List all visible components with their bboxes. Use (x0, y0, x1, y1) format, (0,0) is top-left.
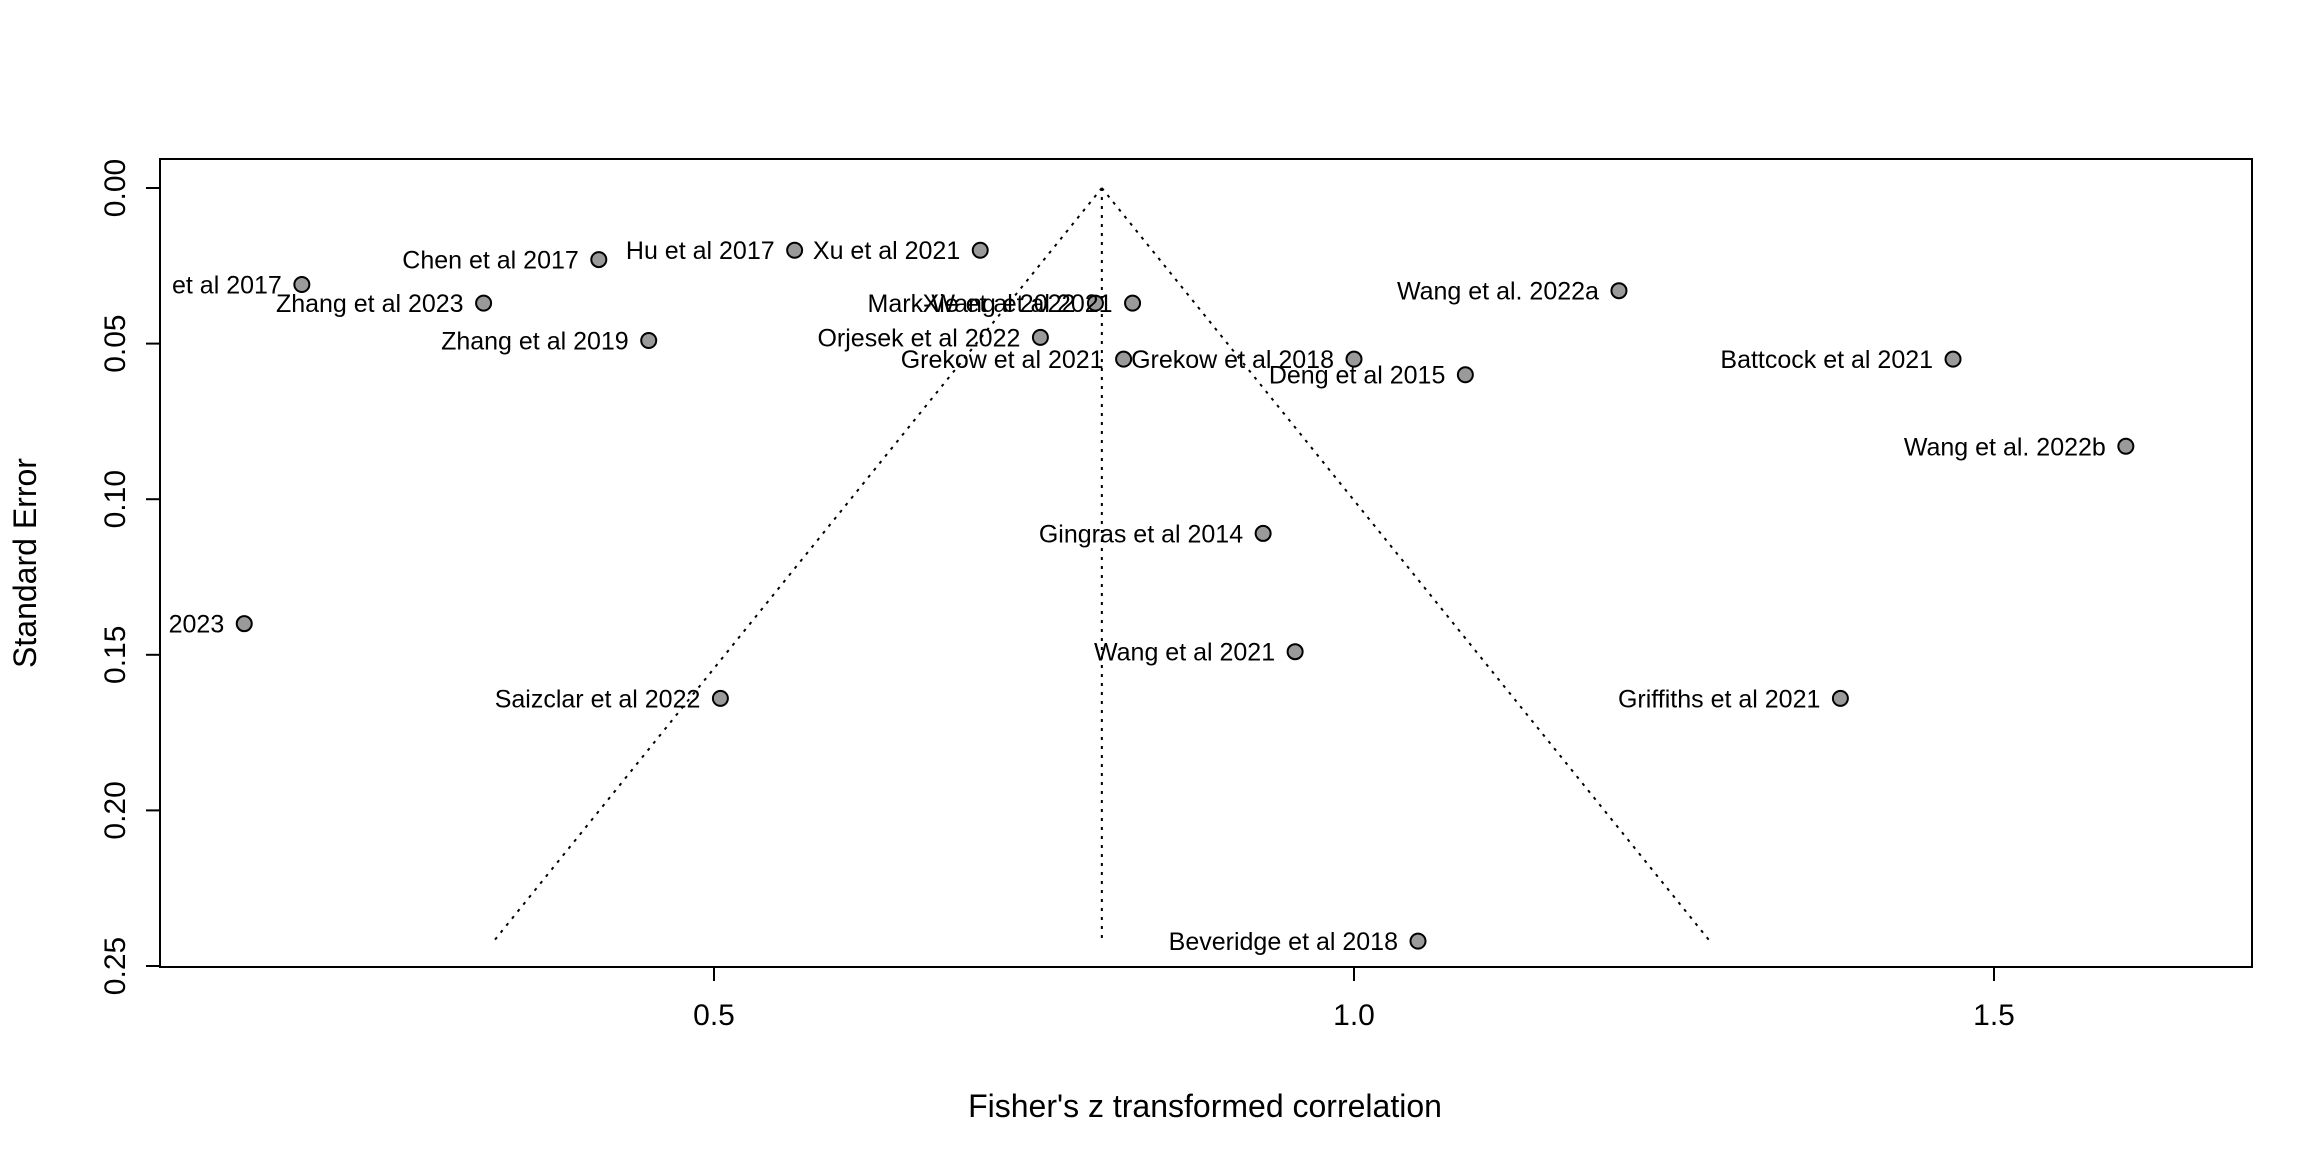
point-label: Gingras et al 2014 (1039, 520, 1243, 548)
point-label: Deng et al 2015 (1269, 362, 1446, 390)
data-point (1944, 350, 1962, 368)
data-point (1345, 350, 1363, 368)
y-tick-label: 0.20 (99, 781, 132, 839)
data-point (711, 689, 729, 707)
data-point (1031, 328, 1049, 346)
point-label: Xu et al 2021 (813, 237, 960, 265)
point-label: Griffiths et al 2021 (1618, 685, 1820, 713)
point-label: Mark-Wang et al 2021 (868, 290, 1113, 318)
y-tick-label: 0.00 (99, 159, 132, 217)
x-axis: 0.5 1.0 1.5 (693, 967, 2015, 1032)
point-label: et al 2017 (172, 271, 282, 299)
y-tick-label: 0.15 (99, 626, 132, 684)
data-point (1086, 294, 1104, 312)
data-point (1286, 643, 1304, 661)
point-label: Beveridge et al 2018 (1169, 928, 1398, 956)
point-label: Battcock et al 2021 (1720, 346, 1933, 374)
data-point (971, 241, 989, 259)
point-label: Chen et al 2017 (402, 247, 579, 275)
x-axis-title: Fisher's z transformed correlation (968, 1088, 1442, 1124)
point-label: Wang et al 2021 (1094, 639, 1275, 667)
plot-frame (159, 158, 2253, 968)
point-label: Grekow et al 2018 (1131, 346, 1334, 374)
data-point (1610, 282, 1628, 300)
data-points: Chen et al 2017 Hu et al 2017 Xu et al 202… (169, 237, 2135, 956)
point-label: Zhang et al 2019 (441, 327, 629, 355)
data-point (1831, 689, 1849, 707)
data-point (475, 294, 493, 312)
point-label: Xie et al 2022 (923, 290, 1076, 318)
y-tick-label: 0.05 (99, 314, 132, 372)
x-tick-label: 1.0 (1333, 999, 1375, 1032)
y-axis-title: Standard Error (7, 458, 43, 668)
data-point (1409, 932, 1427, 950)
data-point (2117, 437, 2135, 455)
data-point (1115, 350, 1133, 368)
data-point (640, 331, 658, 349)
point-label: Hu et al 2017 (626, 237, 775, 265)
data-point (1456, 366, 1474, 384)
point-label: Grekow et al 2021 (901, 346, 1104, 374)
data-point (293, 275, 311, 293)
y-tick-label: 0.25 (99, 937, 132, 995)
point-label: Zhang et al 2023 (276, 290, 464, 318)
x-tick-label: 0.5 (693, 999, 735, 1032)
y-axis: 0.00 0.05 0.10 0.15 0.20 0.25 (99, 159, 160, 995)
y-tick-label: 0.10 (99, 470, 132, 528)
x-tick-label: 1.5 (1973, 999, 2015, 1032)
point-label: Wang et al. 2022b (1904, 433, 2106, 461)
point-label: Orjesek et al 2022 (817, 324, 1020, 352)
point-label: 2023 (169, 611, 225, 639)
data-point (786, 241, 804, 259)
data-point (590, 251, 608, 269)
data-point (1124, 294, 1142, 312)
point-label: Saizclar et al 2022 (495, 685, 701, 713)
data-point (1254, 524, 1272, 542)
data-point (235, 615, 253, 633)
point-label: Wang et al. 2022a (1397, 278, 1599, 306)
